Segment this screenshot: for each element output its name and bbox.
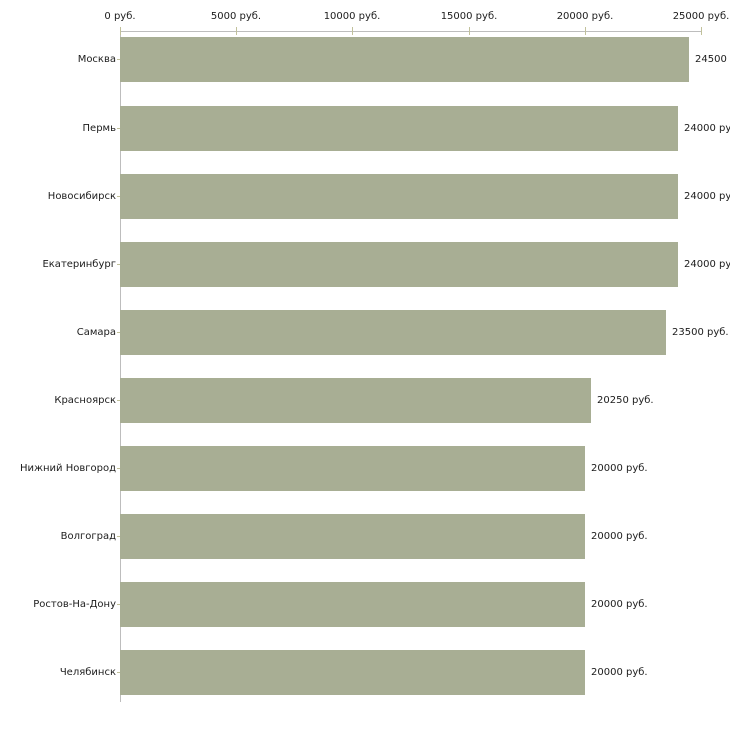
value-label: 20250 руб. [597,394,654,406]
x-axis-tick-label: 10000 руб. [323,11,381,22]
category-label: Челябинск [59,666,116,678]
category-tick [117,604,122,605]
value-label: 24000 руб. [684,122,730,134]
bar-row: Ростов-На-Дону 20000 руб. [0,570,730,638]
category-label: Нижний Новгород [19,462,116,474]
category-tick [117,196,122,197]
value-label: 24000 руб. [684,190,730,202]
bar-row: Москва 24500 руб. [0,25,730,93]
x-axis-tick-label: 5000 руб. [210,11,262,22]
category-label: Красноярск [54,394,116,406]
category-tick [117,468,122,469]
x-axis-tick [469,27,470,35]
category-tick [117,264,122,265]
bar-row: Самара 23500 руб. [0,298,730,366]
bar [120,106,678,151]
y-axis-line [120,31,121,702]
value-label: 20000 руб. [591,530,648,542]
category-label: Самара [76,326,116,338]
category-label: Пермь [82,122,116,134]
bar [120,582,585,627]
bar-row: Челябинск 20000 руб. [0,638,730,706]
x-axis-tick-label: 0 руб. [104,11,136,22]
category-label: Ростов-На-Дону [33,598,116,610]
bar [120,514,585,559]
bar [120,242,678,287]
x-axis-tick [120,27,121,35]
x-axis-tick-label: 20000 руб. [556,11,614,22]
x-axis-tick-label: 15000 руб. [440,11,498,22]
value-label: 20000 руб. [591,666,648,678]
bar-row: Красноярск 20250 руб. [0,366,730,434]
category-tick [117,536,122,537]
category-tick [117,672,122,673]
category-label: Волгоград [60,530,116,542]
bar [120,174,678,219]
x-axis-tick [236,27,237,35]
bar [120,650,585,695]
value-label: 20000 руб. [591,462,648,474]
bar [120,37,689,82]
value-label: 24000 руб. [684,258,730,270]
value-label: 20000 руб. [591,598,648,610]
x-axis-line [120,31,702,32]
bar-row: Екатеринбург 24000 руб. [0,230,730,298]
bar-row: Пермь 24000 руб. [0,94,730,162]
category-tick [117,128,122,129]
value-label: 23500 руб. [672,326,729,338]
bar-row: Новосибирск 24000 руб. [0,162,730,230]
bar [120,378,591,423]
bar-row: Нижний Новгород 20000 руб. [0,434,730,502]
category-label: Новосибирск [47,190,116,202]
category-label: Екатеринбург [42,258,116,270]
value-label: 24500 руб. [695,53,730,65]
x-axis-tick [585,27,586,35]
x-axis-tick [701,27,702,35]
category-tick [117,332,122,333]
bar [120,310,666,355]
bar [120,446,585,491]
category-tick [117,59,122,60]
category-tick [117,400,122,401]
x-axis-tick-label: 25000 руб. [672,11,730,22]
x-axis-tick [352,27,353,35]
bar-row: Волгоград 20000 руб. [0,502,730,570]
category-label: Москва [77,53,116,65]
